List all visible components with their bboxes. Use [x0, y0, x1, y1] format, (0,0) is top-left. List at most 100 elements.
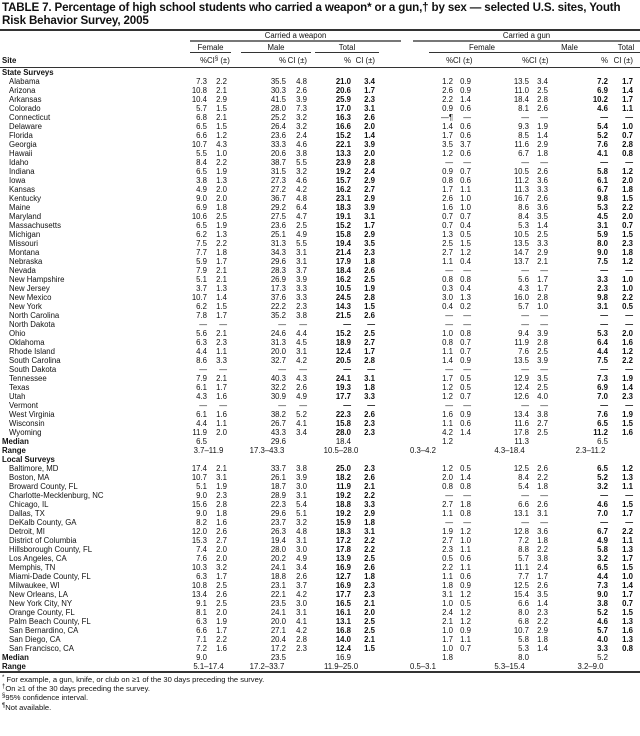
percent-cell: 1.1	[442, 347, 454, 356]
ci-cell: 2.8	[296, 635, 307, 644]
percent-cell: 3.5	[442, 140, 454, 149]
percent-cell: 4.6	[597, 500, 609, 509]
ci-cell: 1.1	[460, 545, 472, 554]
ci-cell: 1.2	[622, 257, 634, 266]
percent-cell: 11.6	[514, 140, 530, 149]
percent-cell: 18.3	[335, 203, 351, 212]
ci-cell: 2.3	[364, 95, 376, 104]
percent-cell: 4.4	[597, 572, 609, 581]
percent-cell: 9.3	[518, 122, 530, 131]
table-row: Arizona 10.8 2.1 30.3 2.6 20.6 1.7 2.6 0.9 11.0 2.…	[0, 86, 640, 95]
percent-cell: 0.7	[442, 221, 454, 230]
range-value: 10.5–28.0	[323, 446, 359, 455]
ci-cell: 3.1	[296, 347, 307, 356]
percent-cell: 20.5	[335, 356, 351, 365]
percent-cell: 6.9	[597, 86, 609, 95]
site-name: Montana	[9, 248, 40, 257]
ci-cell: —	[540, 311, 549, 320]
percent-cell: —	[343, 401, 351, 410]
table-row: San Bernardino, CA 6.6 1.7 27.1 4.2 16.8 2.5 1.…	[0, 626, 640, 635]
ci-cell: 1.0	[622, 572, 634, 581]
percent-cell: 16.7	[513, 194, 530, 203]
percent-cell: 11.2	[593, 428, 609, 437]
percent-cell: —	[445, 401, 454, 410]
table-row: New York City, NY 9.1 2.5 23.5 3.0 16.5 2.1 1.0…	[0, 599, 640, 608]
ci-cell: 2.0	[216, 554, 227, 563]
percent-cell: 2.3	[597, 284, 609, 293]
table-row: Michigan 6.2 1.3 25.1 4.9 15.8 2.9 1.3 0.5 10.5 2.…	[0, 230, 640, 239]
site-name: District of Columbia	[9, 536, 77, 545]
percent-cell: 15.6	[191, 500, 207, 509]
percent-cell: 23.6	[270, 221, 286, 230]
percent-cell: 43.3	[270, 428, 286, 437]
ci-cell: 2.2	[216, 635, 227, 644]
site-name: Orange County, FL	[9, 608, 75, 617]
ci-cell: 2.6	[296, 383, 307, 392]
site-name: Iowa	[9, 176, 26, 185]
ci-cell: 1.3	[622, 635, 634, 644]
ci-cell: 0.6	[460, 572, 472, 581]
ci-cell: 1.4	[537, 221, 549, 230]
percent-cell: 26.9	[270, 275, 286, 284]
ci-cell: 0.9	[460, 626, 472, 635]
ci-cell: 1.6	[622, 626, 634, 635]
ci-cell: 1.7	[622, 77, 634, 86]
percent-cell: 9.8	[597, 194, 609, 203]
ci-cell: 2.8	[537, 338, 549, 347]
ci-cell: 2.5	[537, 347, 549, 356]
ci-cell: 2.1	[364, 599, 376, 608]
site-name: Indiana	[9, 167, 35, 176]
ci-cell: 4.8	[296, 527, 307, 536]
site-name: Arkansas	[9, 95, 42, 104]
percent-cell: 19.2	[335, 509, 351, 518]
ci-cell: 0.5	[622, 302, 634, 311]
percent-cell: 6.8	[518, 617, 530, 626]
site-name: Alabama	[9, 77, 40, 86]
percent-cell: —	[600, 401, 609, 410]
ci-cell: 2.5	[216, 212, 227, 221]
percent-cell: 2.4	[442, 608, 454, 617]
table-row: Idaho 8.4 2.2 38.7 5.5 23.9 2.8 — — — — — —	[0, 158, 640, 167]
percent-cell: 7.4	[196, 545, 207, 554]
ci-cell: —	[540, 266, 549, 275]
percent-cell: 2.3	[442, 545, 454, 554]
table-row: Wisconsin 4.4 1.1 26.7 4.1 15.8 2.3 1.1 0.6 11.6 2…	[0, 419, 640, 428]
ci-cell: 1.7	[622, 554, 634, 563]
range-value: 4.3–18.4	[494, 446, 525, 455]
ci-cell: 2.3	[216, 491, 227, 500]
percent-cell: 3.7	[196, 284, 207, 293]
ci-cell: 2.0	[364, 608, 376, 617]
percent-cell: 13.4	[191, 590, 207, 599]
ci-cell: 1.2	[622, 347, 634, 356]
percent-cell: 27.2	[270, 185, 286, 194]
percent-cell: 18.2	[335, 473, 351, 482]
ci-cell: 2.3	[216, 338, 227, 347]
sex-header-gun-male: Male	[525, 43, 615, 53]
ci-cell: 4.5	[296, 338, 307, 347]
ci-cell: 0.7	[460, 338, 472, 347]
footnote-text: On ≥1 of the 30 days preceding the surve…	[5, 684, 150, 694]
ci-cell: 1.5	[460, 239, 472, 248]
percent-cell: 19.3	[335, 383, 351, 392]
percent-cell: 6.8	[196, 113, 207, 122]
percent-cell: 8.4	[518, 212, 530, 221]
sex-header-weapon-total: Total	[315, 43, 380, 53]
median-value: 6.5	[597, 437, 609, 446]
table-body: State Surveys Alabama 7.3 2.2 35.5 4.8 21.0 3.4…	[0, 68, 640, 673]
ci-cell: 1.1	[460, 563, 472, 572]
ci-cell: 0.9	[460, 86, 472, 95]
percent-cell: 2.7	[442, 248, 454, 257]
range-label: Range	[0, 662, 190, 673]
percent-cell: 1.9	[442, 527, 454, 536]
ci-cell: 2.3	[537, 608, 549, 617]
percent-cell: —	[278, 365, 286, 374]
percent-cell: 6.3	[196, 572, 207, 581]
percent-cell: 5.8	[597, 167, 609, 176]
ci-cell: 3.3	[296, 284, 307, 293]
percent-cell: 1.7	[442, 374, 454, 383]
percent-cell: —	[600, 266, 609, 275]
table-row: Milwaukee, WI 10.8 2.5 23.1 3.7 16.9 2.3 1.8 0.9…	[0, 581, 640, 590]
percent-cell: 38.7	[270, 158, 286, 167]
table-row: Nebraska 5.9 1.7 29.6 3.1 17.9 1.8 1.1 0.4 13.7 2.…	[0, 257, 640, 266]
footnote: †On ≥1 of the 30 days preceding the surv…	[2, 684, 638, 693]
